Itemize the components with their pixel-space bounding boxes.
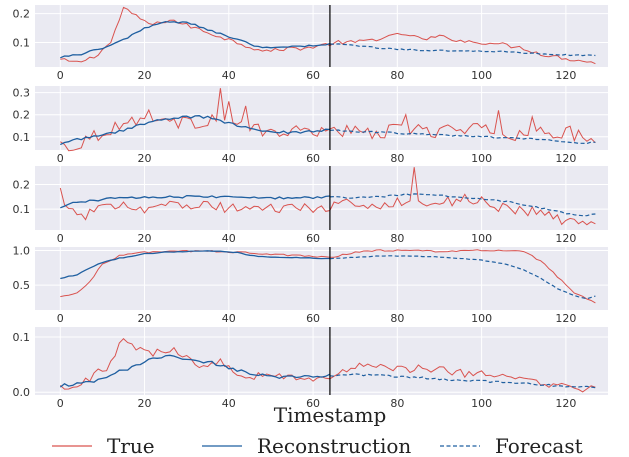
x-tick-label: 40 [222, 232, 236, 245]
reconstruction-series-line [60, 20, 331, 59]
x-tick-label: 60 [306, 232, 320, 245]
x-tick-label: 100 [471, 152, 492, 165]
y-tick-label: 0.0 [13, 386, 31, 399]
panel-3: 0.1 0.2 0 20 40 60 80 100 120 [13, 166, 608, 245]
y-tick-label: 0.2 [13, 109, 31, 122]
panel-1: 0.1 0.2 0 20 40 60 80 100 120 [13, 5, 608, 82]
y-tick-label: 0.2 [13, 178, 31, 191]
panels-group: 0.1 0.2 0 20 40 60 80 100 120 0.1 0.2 0.3 0 20 40 60 80 1… [13, 5, 608, 399]
x-tick-label: 60 [306, 397, 320, 410]
x-tick-label: 60 [306, 312, 320, 325]
forecast-series-line [329, 43, 596, 57]
panel-background [35, 247, 608, 310]
x-axis-label: Timestamp [274, 403, 387, 427]
x-tick-labels-bottom: 0 20 40 60 80 100 120 [57, 397, 577, 410]
x-tick-label: 20 [138, 69, 152, 82]
y-tick-label: 1.0 [13, 244, 31, 257]
x-tick-label: 40 [222, 312, 236, 325]
x-tick-label: 20 [138, 152, 152, 165]
y-tick-label: 0.1 [13, 131, 31, 144]
forecast-series-line [329, 193, 596, 217]
reconstruction-series-line [59, 354, 331, 388]
y-tick-label: 0.2 [13, 8, 31, 21]
panel-background [35, 86, 608, 150]
x-tick-label: 40 [222, 69, 236, 82]
panel-4: 0.5 1.0 0 20 40 60 80 100 120 [13, 244, 608, 325]
y-tick-label: 0.1 [13, 331, 31, 344]
legend-label: Reconstruction [257, 434, 411, 457]
panel-2: 0.1 0.2 0.3 0 20 40 60 80 100 120 [13, 86, 608, 165]
x-tick-label: 60 [306, 69, 320, 82]
x-tick-label: 120 [555, 397, 576, 410]
x-tick-label: 80 [390, 232, 404, 245]
x-tick-label: 0 [57, 69, 64, 82]
x-tick-label: 0 [57, 152, 64, 165]
x-tick-label: 20 [138, 312, 152, 325]
legend: True Reconstruction Forecast [52, 434, 583, 457]
x-tick-label: 120 [555, 312, 576, 325]
true-series-line [59, 338, 596, 393]
x-tick-label: 80 [390, 397, 404, 410]
x-tick-label: 20 [138, 397, 152, 410]
panel-background [35, 327, 608, 395]
reconstruction-series-line [60, 194, 330, 209]
true-series-line [59, 167, 596, 226]
legend-label: Forecast [495, 434, 583, 457]
y-tick-label: 0.5 [13, 279, 31, 292]
x-tick-label: 80 [390, 152, 404, 165]
x-tick-label: 80 [390, 312, 404, 325]
x-tick-label: 100 [471, 397, 492, 410]
x-tick-label: 20 [138, 232, 152, 245]
legend-item-true: True [52, 434, 155, 457]
panel-5: 0.0 0.1 [13, 327, 608, 399]
legend-label: True [107, 434, 155, 457]
true-series-line [60, 249, 596, 304]
y-tick-label: 0.1 [13, 203, 31, 216]
x-tick-label: 40 [222, 397, 236, 410]
y-tick-label: 0.3 [13, 87, 31, 100]
x-tick-label: 100 [471, 69, 492, 82]
y-tick-label: 0.1 [13, 36, 31, 49]
x-tick-label: 100 [471, 232, 492, 245]
x-tick-label: 120 [555, 69, 576, 82]
x-tick-label: 0 [57, 232, 64, 245]
x-tick-label: 80 [390, 69, 404, 82]
x-tick-label: 60 [306, 152, 320, 165]
x-tick-label: 120 [555, 152, 576, 165]
legend-item-forecast: Forecast [440, 434, 583, 457]
reconstruction-series-line [60, 250, 330, 280]
x-tick-label: 0 [57, 312, 64, 325]
forecast-series-line [329, 129, 596, 145]
x-tick-label: 0 [57, 397, 64, 410]
x-tick-label: 120 [555, 232, 576, 245]
reconstruction-series-line [60, 115, 330, 146]
x-tick-label: 100 [471, 312, 492, 325]
legend-item-reconstruction: Reconstruction [202, 434, 411, 457]
x-tick-label: 40 [222, 152, 236, 165]
forecast-series-line [329, 255, 596, 300]
